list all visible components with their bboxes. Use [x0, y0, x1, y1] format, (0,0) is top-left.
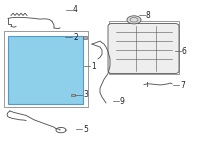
Text: 3: 3 — [83, 90, 88, 99]
Text: 6: 6 — [182, 47, 186, 56]
Text: 7: 7 — [180, 81, 185, 90]
Bar — [109, 21, 179, 74]
Bar — [83, 36, 87, 39]
Text: 4: 4 — [73, 5, 78, 14]
Text: 5: 5 — [83, 125, 88, 134]
FancyBboxPatch shape — [108, 24, 179, 74]
Bar — [71, 94, 75, 96]
Text: 2: 2 — [73, 33, 78, 42]
Bar — [8, 36, 83, 104]
Text: 8: 8 — [146, 11, 151, 20]
Text: 9: 9 — [120, 97, 125, 106]
Ellipse shape — [127, 16, 141, 24]
Bar — [4, 31, 88, 107]
Text: 1: 1 — [91, 62, 96, 71]
